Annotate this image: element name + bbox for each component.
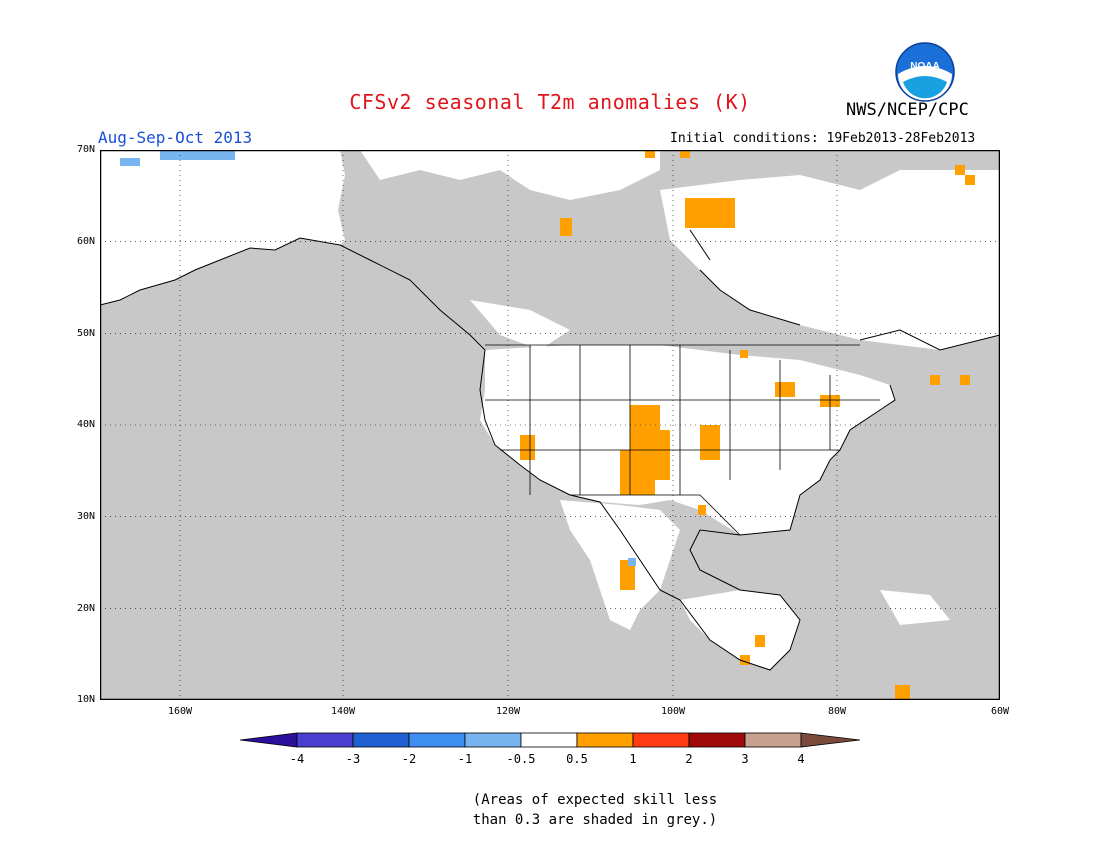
lon-label-60w: 60W <box>990 706 1010 717</box>
colorbar-swatch <box>296 732 354 748</box>
lon-label-80w: 80W <box>827 706 847 717</box>
colorbar-swatch <box>408 732 466 748</box>
lat-label-40n: 40N <box>76 419 95 430</box>
colorbar-swatch <box>464 732 522 748</box>
colorbar-swatch <box>520 732 578 748</box>
colorbar-arrow-warm <box>800 732 860 748</box>
lat-label-70n: 70N <box>76 144 95 155</box>
skill-note-line2: than 0.3 are shaded in grey.) <box>472 812 718 828</box>
colorbar-label: -0.5 <box>506 752 536 766</box>
lat-label-30n: 30N <box>76 511 95 522</box>
near-normal-regions <box>100 150 1000 670</box>
noaa-logo: NOAA <box>895 42 955 102</box>
colorbar-swatch <box>352 732 410 748</box>
season-label: Aug-Sep-Oct 2013 <box>98 128 253 147</box>
colorbar-arrow-cold <box>240 732 298 748</box>
colorbar-label: -2 <box>401 752 417 766</box>
lat-label-10n: 10N <box>76 694 95 705</box>
colorbar-swatch <box>744 732 802 748</box>
graticule <box>100 150 1000 700</box>
colorbar-label: -1 <box>457 752 473 766</box>
logo-lettering: NOAA <box>910 61 939 72</box>
anomaly-map <box>100 150 1000 700</box>
cool-anomaly-cells <box>120 150 636 566</box>
map-frame <box>100 150 1000 700</box>
lon-label-140w: 140W <box>330 706 356 717</box>
coastlines <box>100 229 1000 671</box>
political-borders <box>485 344 880 536</box>
initial-conditions-label: Initial conditions: 19Feb2013-28Feb2013 <box>670 131 976 146</box>
colorbar-swatch <box>688 732 746 748</box>
colorbar-label: -3 <box>345 752 361 766</box>
colorbar-label: 4 <box>797 752 805 766</box>
lat-label-50n: 50N <box>76 328 95 339</box>
lon-label-100w: 100W <box>660 706 686 717</box>
color-bar <box>240 732 860 748</box>
colorbar-label: 2 <box>685 752 693 766</box>
colorbar-swatch <box>632 732 690 748</box>
colorbar-label: 1 <box>629 752 637 766</box>
colorbar-label: 3 <box>741 752 749 766</box>
chart-title: CFSv2 seasonal T2m anomalies (K) <box>349 90 751 114</box>
colorbar-label: 0.5 <box>566 752 588 766</box>
lat-label-20n: 20N <box>76 603 95 614</box>
colorbar-label: -4 <box>289 752 305 766</box>
lat-label-60n: 60N <box>76 236 95 247</box>
lon-label-160w: 160W <box>167 706 193 717</box>
skill-note-line1: (Areas of expected skill less <box>472 792 718 808</box>
colorbar-swatch <box>576 732 634 748</box>
agency-label: NWS/NCEP/CPC <box>846 100 969 120</box>
lon-label-120w: 120W <box>495 706 521 717</box>
